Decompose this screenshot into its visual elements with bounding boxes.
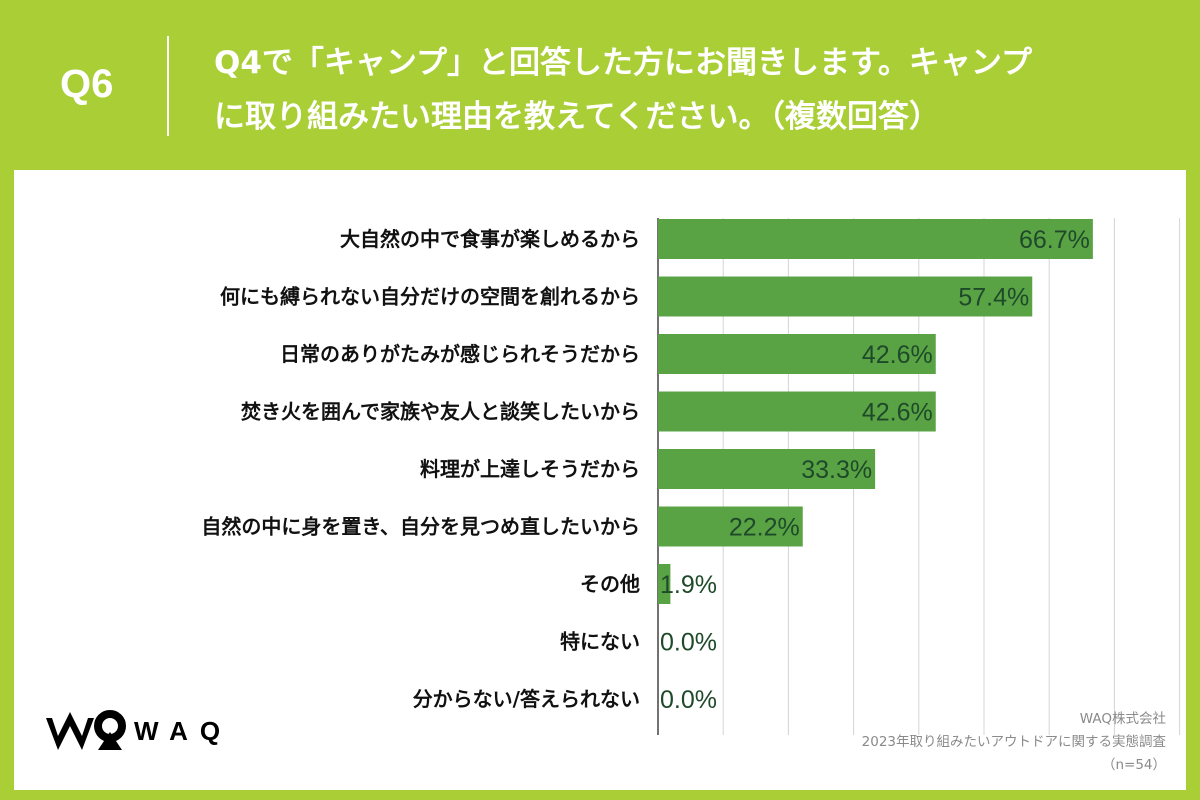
bar <box>658 506 803 547</box>
value-label: 42.6% <box>862 399 933 427</box>
value-label: 1.9% <box>660 571 717 599</box>
waq-logo-mark <box>46 710 126 750</box>
bar <box>658 564 671 604</box>
bar <box>658 334 936 374</box>
value-label: 22.2% <box>729 514 800 542</box>
bar <box>658 219 1093 259</box>
value-label: 42.6% <box>862 341 933 369</box>
header: Q6 Q4で「キャンプ」と回答した方にお聞きします。キャンプ に取り組みたい理由… <box>0 0 1200 168</box>
source-sample: （n=54） <box>1101 757 1166 773</box>
category-label: 分からない/答えられない <box>413 687 640 711</box>
category-label: 料理が上達しそうだから <box>420 457 640 481</box>
category-label: 大自然の中で食事が楽しめるから <box>340 227 640 251</box>
category-label: 自然の中に身を置き、自分を見つめ直したいから <box>201 515 640 539</box>
question-line-2: に取り組みたい理由を教えてください。（複数回答） <box>214 99 941 135</box>
question-text: Q4で「キャンプ」と回答した方にお聞きします。キャンプ に取り組みたい理由を教え… <box>214 36 1164 144</box>
source-survey: 2023年取り組みたいアウトドアに関する実態調査 <box>861 734 1166 750</box>
logo-text: WAQ <box>134 716 233 746</box>
category-label: 日常のありがたみが感じられそうだから <box>280 342 640 366</box>
category-label: 特にない <box>560 630 640 654</box>
source-company: WAQ株式会社 <box>1079 711 1166 727</box>
bar-chart: 大自然の中で食事が楽しめるから 66.7% 何にも縛られない自分だけの空間を創れるか… <box>201 218 1181 735</box>
category-label: 焚き火を囲んで家族や友人と談笑したいから <box>241 400 640 424</box>
category-label: 何にも縛られない自分だけの空間を創れるから <box>220 285 640 309</box>
category-label: その他 <box>580 572 640 596</box>
value-label: 0.0% <box>660 686 717 714</box>
bar <box>658 449 876 489</box>
source-note: WAQ株式会社 2023年取り組みたいアウトドアに関する実態調査 （n=54） <box>862 708 1166 777</box>
value-label: 33.3% <box>801 456 872 484</box>
chart-panel: 大自然の中で食事が楽しめるから 66.7% 何にも縛られない自分だけの空間を創れるか… <box>14 170 1186 790</box>
question-number: Q6 <box>60 62 114 106</box>
value-label: 0.0% <box>660 629 717 657</box>
header-divider <box>167 36 169 136</box>
question-line-1: Q4で「キャンプ」と回答した方にお聞きします。キャンプ <box>214 45 1032 81</box>
value-label: 66.7% <box>1019 226 1090 254</box>
bar <box>658 391 936 432</box>
bar <box>658 276 1033 317</box>
value-label: 57.4% <box>958 284 1029 312</box>
